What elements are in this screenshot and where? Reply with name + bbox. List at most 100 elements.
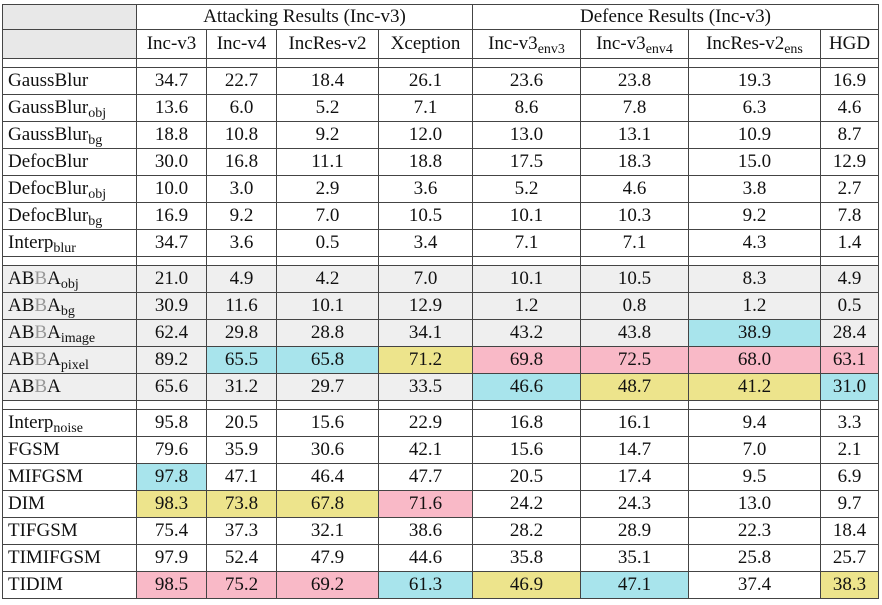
- value-cell: 72.5: [580, 346, 689, 374]
- method-cell: DIM: [2, 490, 137, 518]
- column-header-3-name: Xception: [390, 33, 461, 54]
- method-cell: GaussBlurobj: [2, 94, 137, 122]
- value-cell: 47.1: [206, 463, 277, 491]
- value-cell: 75.2: [206, 571, 277, 599]
- table-row: GaussBlur 34.7 22.7 18.4 26.1 23.6 23.8 19.3 16.…: [2, 67, 880, 95]
- separator-cell: [819, 256, 880, 266]
- header-column-row: Inc-v3 Inc-v4 IncRes-v2 Xception Inc-v3env3 I…: [2, 29, 880, 59]
- value-cell: 7.8: [819, 202, 880, 230]
- value-cell: 15.6: [276, 409, 379, 437]
- value-cell: 97.9: [136, 544, 207, 572]
- value-cell: 4.6: [580, 175, 689, 203]
- value-cell: 3.3: [819, 409, 880, 437]
- separator-cell: [206, 400, 277, 410]
- value-cell: 30.9: [136, 292, 207, 320]
- value-cell: 29.7: [276, 373, 379, 401]
- value-cell: 25.8: [688, 544, 821, 572]
- value-cell: 17.4: [580, 463, 689, 491]
- column-header-4-name: Inc-v3: [488, 33, 538, 54]
- results-table-container: Attacking Results (Inc-v3) Defence Resul…: [2, 4, 880, 599]
- table-row: ABBAimage 62.4 29.8 28.8 34.1 43.2 43.8 38.9 28.…: [2, 319, 880, 347]
- method-name: GaussBlur: [8, 70, 89, 91]
- column-header-6: IncRes-v2ens: [688, 29, 821, 59]
- separator-cell: [206, 256, 277, 266]
- value-cell: 4.6: [819, 94, 880, 122]
- value-cell: 6.0: [206, 94, 277, 122]
- value-cell: 3.4: [378, 229, 473, 257]
- value-cell: 5.2: [276, 94, 379, 122]
- method-cell: Interpnoise: [2, 409, 137, 437]
- value-cell: 4.9: [206, 265, 277, 293]
- value-cell: 10.1: [472, 265, 581, 293]
- table-row: ABBAobj 21.0 4.9 4.2 7.0 10.1 10.5 8.3 4.9: [2, 265, 880, 293]
- table-row: Interpnoise 95.8 20.5 15.6 22.9 16.8 16.1 9.4 3.…: [2, 409, 880, 437]
- value-cell: 42.1: [378, 436, 473, 464]
- value-cell: 46.6: [472, 373, 581, 401]
- value-cell: 10.5: [580, 265, 689, 293]
- method-name: Interp: [8, 232, 54, 253]
- value-cell: 98.5: [136, 571, 207, 599]
- method-cell: FGSM: [2, 436, 137, 464]
- value-cell: 18.8: [378, 148, 473, 176]
- method-cell: DefocBlurobj: [2, 175, 137, 203]
- method-subscript: noise: [53, 421, 83, 436]
- method-name: TIDIM: [8, 574, 63, 595]
- value-cell: 8.7: [819, 121, 880, 149]
- separator-cell: [276, 58, 379, 68]
- value-cell: 9.2: [688, 202, 821, 230]
- header-corner: [2, 4, 137, 30]
- value-cell: 22.9: [378, 409, 473, 437]
- value-cell: 47.1: [580, 571, 689, 599]
- value-cell: 95.8: [136, 409, 207, 437]
- value-cell: 98.3: [136, 490, 207, 518]
- separator-cell: [2, 58, 137, 68]
- value-cell: 97.8: [136, 463, 207, 491]
- value-cell: 43.8: [580, 319, 689, 347]
- table-row: ABBA 65.6 31.2 29.7 33.5 46.6 48.7 41.2 31.0: [2, 373, 880, 401]
- value-cell: 73.8: [206, 490, 277, 518]
- method-name: DefocBlur: [8, 178, 89, 199]
- value-cell: 67.8: [276, 490, 379, 518]
- method-name-abba: ABBA: [8, 349, 61, 370]
- value-cell: 29.8: [206, 319, 277, 347]
- method-cell: TIMIFGSM: [2, 544, 137, 572]
- value-cell: 0.8: [580, 292, 689, 320]
- value-cell: 37.4: [688, 571, 821, 599]
- value-cell: 25.7: [819, 544, 880, 572]
- value-cell: 8.3: [688, 265, 821, 293]
- column-header-5: Inc-v3env4: [580, 29, 689, 59]
- method-name-abba: ABBA: [8, 268, 61, 289]
- value-cell: 17.5: [472, 148, 581, 176]
- method-cell: ABBAimage: [2, 319, 137, 347]
- value-cell: 28.2: [472, 517, 581, 545]
- method-name-abba: ABBA: [8, 322, 61, 343]
- value-cell: 13.0: [688, 490, 821, 518]
- value-cell: 14.7: [580, 436, 689, 464]
- value-cell: 31.0: [819, 373, 880, 401]
- value-cell: 16.8: [206, 148, 277, 176]
- value-cell: 30.6: [276, 436, 379, 464]
- method-cell: ABBAobj: [2, 265, 137, 293]
- value-cell: 63.1: [819, 346, 880, 374]
- value-cell: 13.1: [580, 121, 689, 149]
- method-name: Interp: [8, 412, 54, 433]
- separator-cell: [276, 400, 379, 410]
- separator-cell: [276, 256, 379, 266]
- value-cell: 22.7: [206, 67, 277, 95]
- value-cell: 38.3: [819, 571, 880, 599]
- method-name: TIMIFGSM: [8, 547, 101, 568]
- column-header-4-subscript: env3: [537, 42, 565, 57]
- method-cell: TIDIM: [2, 571, 137, 599]
- section-separator: [2, 58, 880, 68]
- header-method-cell: [2, 29, 137, 59]
- value-cell: 18.4: [276, 67, 379, 95]
- value-cell: 9.5: [688, 463, 821, 491]
- separator-cell: [136, 400, 207, 410]
- table-row: DefocBlurbg 16.9 9.2 7.0 10.5 10.1 10.3 9.2 7.8: [2, 202, 880, 230]
- method-cell: GaussBlurbg: [2, 121, 137, 149]
- value-cell: 71.2: [378, 346, 473, 374]
- separator-cell: [819, 400, 880, 410]
- method-name: GaussBlur: [8, 124, 89, 145]
- value-cell: 3.8: [688, 175, 821, 203]
- method-name: DefocBlur: [8, 205, 89, 226]
